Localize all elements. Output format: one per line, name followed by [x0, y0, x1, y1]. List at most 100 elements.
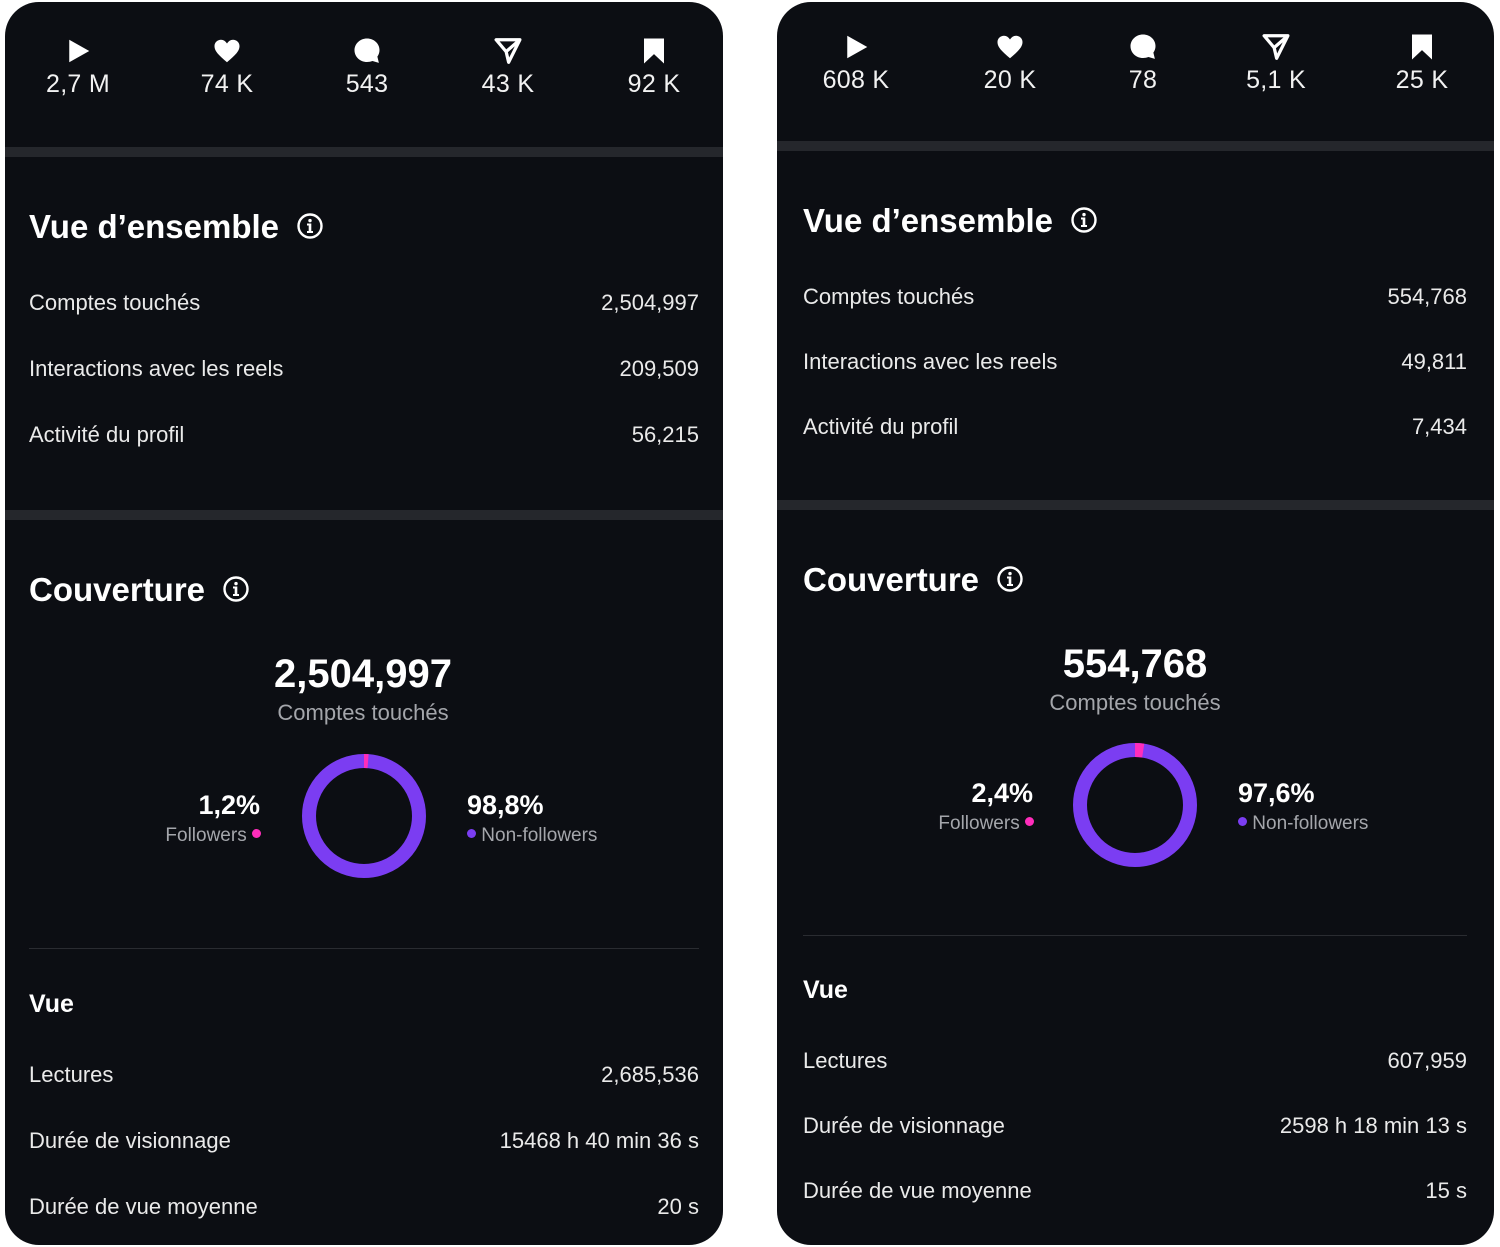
- views-row-value: 15 s: [1425, 1178, 1467, 1203]
- overview-row-value: 2,504,997: [601, 290, 699, 315]
- stat-comments-value: 78: [1128, 66, 1158, 94]
- followers-dot: [1025, 817, 1034, 827]
- non-followers-dot: [1238, 817, 1247, 827]
- stat-shares: 43 K: [443, 36, 573, 99]
- info-icon[interactable]: [1070, 206, 1098, 234]
- play-icon: [847, 35, 868, 59]
- info-icon[interactable]: [296, 212, 324, 240]
- coverage-total-label: Comptes touchés: [1049, 690, 1221, 715]
- stat-comments: 78: [1078, 32, 1208, 95]
- coverage-donut-chart: [1073, 743, 1197, 867]
- comment-icon: [1130, 34, 1156, 59]
- followers-label: Followers: [938, 813, 1020, 834]
- stat-plays: 608 K: [791, 32, 921, 95]
- insights-panel-left: 2,7 M 74 K 543 43 K 92 K Vue d’ensemble …: [5, 2, 723, 1245]
- stat-plays: 2,7 M: [13, 36, 143, 99]
- followers-segment: [1073, 743, 1197, 867]
- coverage-title-text: Couverture: [29, 571, 206, 608]
- info-icon[interactable]: [996, 565, 1024, 593]
- divider-line: [29, 948, 699, 949]
- stat-likes-value: 74 K: [200, 70, 254, 98]
- coverage-title: Couverture: [29, 571, 250, 609]
- coverage-donut-chart: [302, 754, 426, 878]
- stat-likes: 74 K: [162, 36, 292, 99]
- overview-row-value: 49,811: [1401, 349, 1467, 374]
- views-row-value: 2598 h 18 min 13 s: [1279, 1113, 1467, 1138]
- stat-shares-value: 5,1 K: [1246, 66, 1306, 94]
- stat-comments-value: 543: [345, 70, 389, 98]
- followers-legend: Followers: [165, 825, 261, 847]
- stat-comments: 543: [302, 36, 432, 99]
- views-row-value: 15468 h 40 min 36 s: [499, 1128, 699, 1153]
- divider: [777, 500, 1494, 510]
- non-followers-segment: [302, 754, 426, 878]
- views-row-label: Durée de visionnage: [29, 1128, 231, 1153]
- non-followers-legend: Non-followers: [467, 825, 597, 847]
- views-row-label: Durée de vue moyenne: [803, 1178, 1032, 1203]
- overview-title-text: Vue d’ensemble: [29, 208, 280, 245]
- stat-saves: 92 K: [589, 36, 719, 99]
- views-row-label: Durée de visionnage: [803, 1113, 1005, 1138]
- followers-percent: 2,4%: [971, 778, 1033, 808]
- heart-icon: [214, 39, 240, 63]
- overview-row-value: 554,768: [1387, 284, 1467, 309]
- share-icon: [1262, 34, 1290, 60]
- divider-line: [803, 935, 1467, 936]
- views-row-label: Lectures: [29, 1062, 114, 1087]
- share-icon: [494, 38, 522, 64]
- overview-row-label: Comptes touchés: [29, 290, 201, 315]
- coverage-total: 2,504,997: [274, 652, 452, 696]
- bookmark-icon: [1412, 34, 1432, 60]
- stat-saves-value: 25 K: [1395, 66, 1449, 94]
- views-row-label: Lectures: [803, 1048, 888, 1073]
- views-row-label: Durée de vue moyenne: [29, 1194, 258, 1219]
- non-followers-legend: Non-followers: [1238, 813, 1368, 835]
- non-followers-segment: [1073, 743, 1197, 867]
- overview-row-label: Activité du profil: [29, 422, 185, 447]
- heart-icon: [997, 35, 1023, 59]
- overview-title-text: Vue d’ensemble: [803, 202, 1054, 239]
- non-followers-label: Non-followers: [481, 825, 598, 846]
- stat-likes-value: 20 K: [983, 66, 1037, 94]
- coverage-total: 554,768: [1062, 642, 1208, 686]
- stat-plays-value: 2,7 M: [45, 70, 111, 98]
- followers-segment: [302, 754, 426, 878]
- followers-percent: 1,2%: [198, 790, 260, 820]
- stat-shares-value: 43 K: [481, 70, 535, 98]
- divider: [5, 147, 723, 157]
- coverage-total-label: Comptes touchés: [277, 700, 449, 725]
- coverage-title: Couverture: [803, 561, 1024, 599]
- views-row-value: 607,959: [1387, 1048, 1467, 1073]
- info-icon[interactable]: [222, 575, 250, 603]
- non-followers-percent: 97,6%: [1238, 778, 1315, 808]
- divider: [777, 141, 1494, 151]
- views-row-value: 20 s: [657, 1194, 699, 1219]
- bookmark-icon: [644, 38, 664, 64]
- followers-dot: [252, 829, 261, 839]
- views-row-value: 2,685,536: [601, 1062, 699, 1087]
- non-followers-dot: [467, 829, 476, 839]
- overview-row-label: Comptes touchés: [803, 284, 975, 309]
- stat-saves: 25 K: [1357, 32, 1487, 95]
- coverage-title-text: Couverture: [803, 561, 980, 598]
- stat-likes: 20 K: [945, 32, 1075, 95]
- non-followers-label: Non-followers: [1252, 813, 1369, 834]
- stat-plays-value: 608 K: [822, 66, 890, 94]
- followers-label: Followers: [165, 825, 247, 846]
- stat-saves-value: 92 K: [627, 70, 681, 98]
- stat-shares: 5,1 K: [1211, 32, 1341, 95]
- overview-row-label: Interactions avec les reels: [803, 349, 1058, 374]
- views-title: Vue: [803, 976, 848, 1004]
- followers-legend: Followers: [938, 813, 1034, 835]
- overview-title: Vue d’ensemble: [803, 202, 1098, 240]
- overview-row-label: Interactions avec les reels: [29, 356, 284, 381]
- comment-icon: [354, 38, 380, 63]
- overview-title: Vue d’ensemble: [29, 208, 324, 246]
- overview-row-value: 7,434: [1411, 414, 1467, 439]
- overview-row-value: 56,215: [631, 422, 699, 447]
- divider: [5, 510, 723, 520]
- non-followers-percent: 98,8%: [467, 790, 544, 820]
- play-icon: [69, 39, 90, 63]
- insights-panel-right: 608 K 20 K 78 5,1 K 25 K Vue d’ensemble …: [777, 2, 1494, 1245]
- overview-row-value: 209,509: [619, 356, 699, 381]
